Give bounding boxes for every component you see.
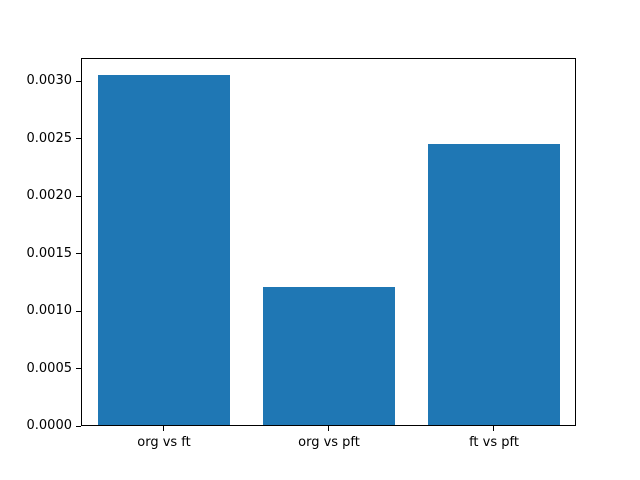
y-tick-label: 0.0020 [26,188,73,203]
y-tick-mark [76,368,81,369]
y-tick-mark [76,196,81,197]
x-tick-label: ft vs pft [469,435,519,450]
y-tick-label: 0.0000 [26,418,73,433]
y-tick-label: 0.0030 [26,73,73,88]
y-tick-mark [76,253,81,254]
y-tick-mark [76,81,81,82]
y-tick-label: 0.0015 [26,246,73,261]
plot-area [81,58,576,426]
y-tick-mark [76,426,81,427]
x-tick-mark [493,426,494,431]
y-tick-label: 0.0010 [26,303,73,318]
bar-org-vs-ft [97,75,230,427]
x-tick-label: org vs ft [137,435,191,450]
x-tick-mark [163,426,164,431]
y-tick-mark [76,138,81,139]
bar-ft-vs-pft [427,144,560,426]
y-tick-label: 0.0005 [26,361,73,376]
y-tick-mark [76,311,81,312]
y-tick-label: 0.0025 [26,131,73,146]
x-tick-label: org vs pft [298,435,360,450]
x-tick-mark [328,426,329,431]
bar-org-vs-pft [262,286,395,426]
